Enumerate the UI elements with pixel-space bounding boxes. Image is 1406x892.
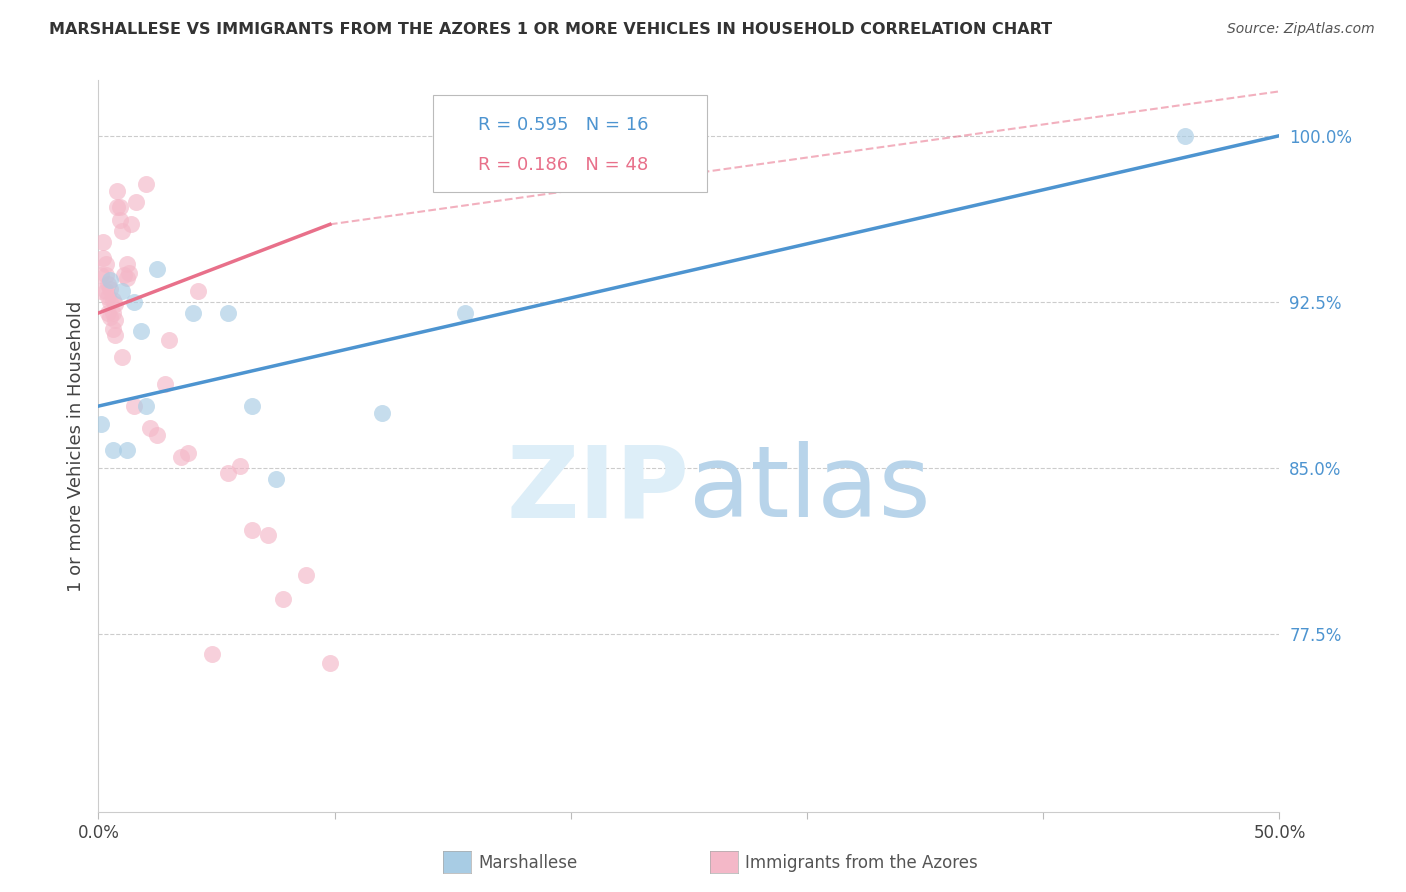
Point	[181, 306, 204, 320]
Point	[177, 445, 200, 459]
Point	[94, 284, 117, 298]
Point	[118, 266, 141, 280]
Point	[101, 321, 124, 335]
Point	[108, 200, 131, 214]
Point	[91, 235, 114, 249]
Point	[111, 284, 134, 298]
Text: atlas: atlas	[689, 442, 931, 539]
Point	[217, 466, 239, 480]
Point	[264, 472, 287, 486]
Point	[122, 294, 145, 309]
Text: ZIP: ZIP	[506, 442, 689, 539]
Point	[105, 200, 128, 214]
Point	[104, 297, 127, 311]
Point	[135, 178, 157, 192]
Point	[101, 306, 124, 320]
Point	[111, 351, 134, 365]
Point	[98, 310, 121, 325]
Point	[115, 443, 138, 458]
Point	[1174, 128, 1197, 143]
Point	[101, 293, 124, 307]
Point	[295, 567, 318, 582]
Text: Immigrants from the Azores: Immigrants from the Azores	[745, 854, 979, 871]
Point	[217, 306, 239, 320]
Point	[90, 284, 112, 298]
Point	[240, 399, 263, 413]
Point	[122, 399, 145, 413]
Point	[157, 333, 180, 347]
Point	[201, 648, 224, 662]
Point	[97, 306, 120, 320]
Point	[319, 657, 342, 671]
Y-axis label: 1 or more Vehicles in Household: 1 or more Vehicles in Household	[66, 301, 84, 591]
Text: Source: ZipAtlas.com: Source: ZipAtlas.com	[1227, 22, 1375, 37]
Text: R = 0.595   N = 16: R = 0.595 N = 16	[478, 116, 648, 134]
Point	[153, 376, 176, 391]
Text: R = 0.186   N = 48: R = 0.186 N = 48	[478, 156, 648, 174]
Point	[115, 257, 138, 271]
Point	[98, 282, 121, 296]
Point	[146, 261, 169, 276]
Point	[105, 184, 128, 198]
Point	[135, 399, 157, 413]
Point	[187, 284, 209, 298]
Point	[146, 428, 169, 442]
Point	[240, 523, 263, 537]
Point	[125, 195, 148, 210]
Point	[129, 324, 152, 338]
Point	[90, 268, 112, 283]
Point	[257, 527, 280, 541]
Point	[139, 421, 162, 435]
Point	[111, 224, 134, 238]
Point	[91, 251, 114, 265]
Point	[453, 306, 475, 320]
Point	[97, 291, 120, 305]
Point	[94, 268, 117, 283]
Point	[115, 270, 138, 285]
Point	[104, 312, 127, 326]
Point	[371, 406, 394, 420]
Point	[271, 591, 294, 606]
Point	[97, 277, 120, 292]
Point	[90, 417, 112, 431]
Point	[229, 458, 252, 473]
Point	[108, 213, 131, 227]
Point	[98, 273, 121, 287]
Point	[94, 257, 117, 271]
Text: MARSHALLESE VS IMMIGRANTS FROM THE AZORES 1 OR MORE VEHICLES IN HOUSEHOLD CORREL: MARSHALLESE VS IMMIGRANTS FROM THE AZORE…	[49, 22, 1052, 37]
Point	[104, 328, 127, 343]
Point	[101, 443, 124, 458]
Point	[121, 218, 143, 232]
Point	[112, 268, 135, 283]
Text: Marshallese: Marshallese	[478, 854, 578, 871]
Point	[170, 450, 193, 464]
Point	[98, 294, 121, 309]
